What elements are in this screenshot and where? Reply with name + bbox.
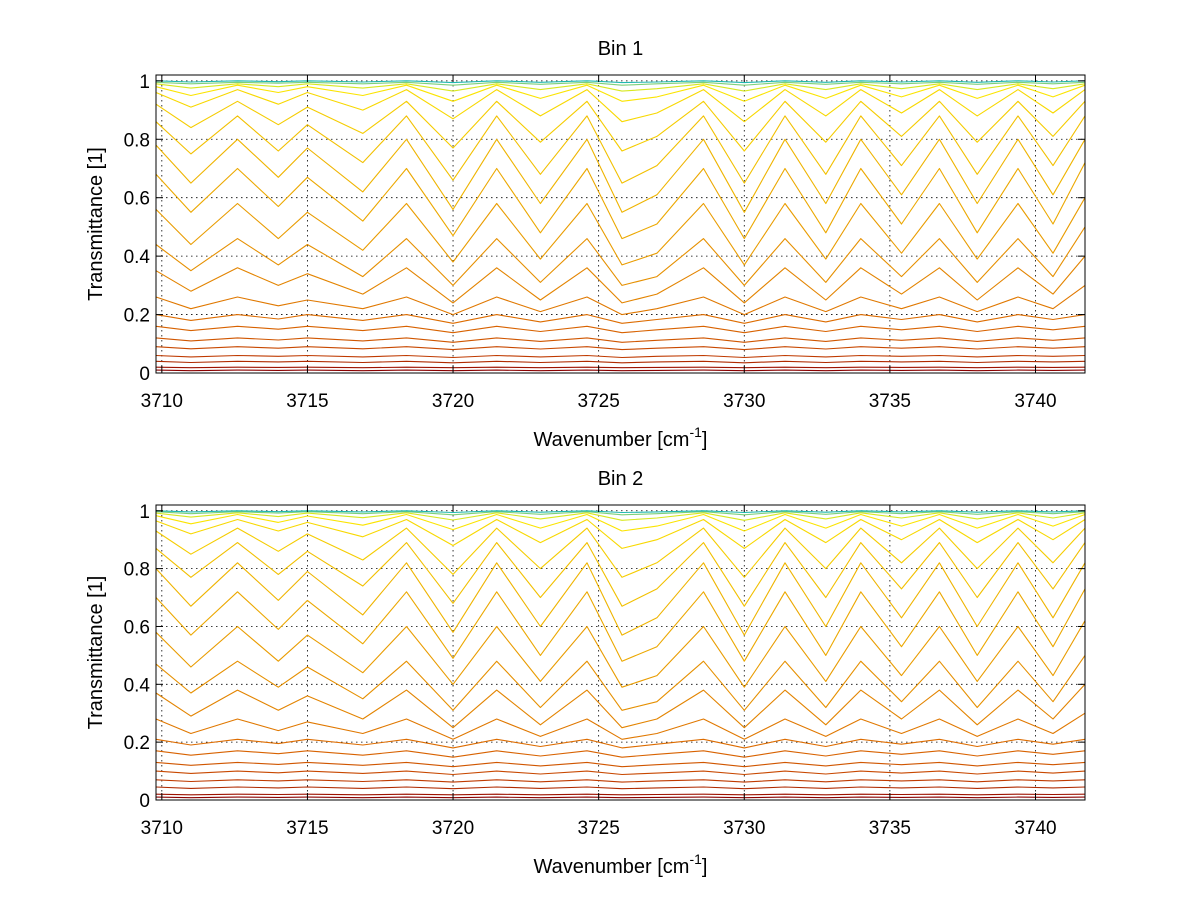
- series-line-12: [155, 197, 1086, 266]
- series-line-21: [155, 80, 1086, 84]
- y-tick-label: 0.8: [124, 560, 150, 581]
- y-tick-label: 0.6: [124, 617, 150, 638]
- y-tick-label: 1: [139, 502, 150, 523]
- y-axis-label: Transmittance [1]: [85, 576, 107, 730]
- x-axis-label: Wavenumber [cm-1]: [534, 851, 708, 878]
- series-line-20: [155, 81, 1086, 86]
- chart-title: Bin 1: [598, 38, 644, 60]
- series-line-4: [155, 779, 1086, 783]
- x-tick-label: 3720: [432, 818, 474, 839]
- y-tick-label: 0.2: [124, 306, 150, 327]
- series-line-10: [155, 683, 1086, 729]
- series-line-8: [155, 738, 1086, 749]
- series-line-16: [155, 100, 1086, 152]
- x-tick-label: 3740: [1014, 391, 1056, 412]
- series-line-13: [155, 162, 1086, 240]
- series-line-18: [155, 513, 1086, 532]
- y-axis-label: Transmittance [1]: [85, 147, 107, 301]
- series-line-19: [155, 83, 1086, 92]
- series-line-20: [155, 511, 1086, 516]
- axes-box: [155, 504, 1086, 801]
- series-line-1: [155, 369, 1086, 372]
- series-line-9: [155, 712, 1086, 740]
- series-group: [155, 510, 1086, 799]
- x-tick-label: 3730: [723, 818, 765, 839]
- panel-2: 3710 3715 3720 3725 3730 3735 3740 0 0.2 0.4 0.6 0.…: [85, 468, 1086, 878]
- series-line-14: [155, 138, 1086, 213]
- x-tick-label: 3735: [869, 818, 911, 839]
- series-line-15: [155, 542, 1086, 607]
- series-line-14: [155, 562, 1086, 636]
- x-tick-label: 3710: [141, 818, 183, 839]
- series-line-7: [155, 325, 1086, 334]
- series-line-16: [155, 527, 1086, 578]
- series-line-2: [155, 366, 1086, 369]
- x-tick-label: 3715: [286, 818, 328, 839]
- series-line-17: [155, 89, 1086, 123]
- x-tick-label: 3730: [723, 391, 765, 412]
- series-line-2: [155, 793, 1086, 796]
- y-tick-label: 1: [139, 72, 150, 93]
- y-tick-label: 0: [139, 791, 150, 812]
- series-line-9: [155, 284, 1086, 316]
- series-line-12: [155, 620, 1086, 688]
- x-tick-label: 3720: [432, 391, 474, 412]
- series-line-17: [155, 518, 1086, 549]
- series-line-11: [155, 226, 1086, 286]
- x-tick-label: 3725: [578, 818, 620, 839]
- series-line-13: [155, 588, 1086, 662]
- x-tick-label: 3725: [578, 391, 620, 412]
- series-group: [155, 80, 1086, 372]
- y-tick-label: 0.4: [124, 247, 151, 268]
- series-line-4: [155, 354, 1086, 359]
- x-axis-label: Wavenumber [cm-1]: [534, 424, 708, 451]
- chart-title: Bin 2: [598, 468, 644, 490]
- x-tick-label: 3710: [141, 391, 183, 412]
- series-line-5: [155, 770, 1086, 776]
- y-tick-label: 0.8: [124, 130, 150, 151]
- series-line-5: [155, 346, 1086, 351]
- series-line-19: [155, 512, 1086, 521]
- series-line-11: [155, 655, 1086, 711]
- x-tick-label: 3735: [869, 391, 911, 412]
- series-line-15: [155, 115, 1086, 184]
- panel-1: 3710 3715 3720 3725 3730 3735 3740 0 0.2 0.4 0.6 0.…: [85, 38, 1086, 451]
- grid: [156, 505, 1085, 801]
- axes-box: [155, 74, 1086, 374]
- y-tick-label: 0.4: [124, 675, 151, 696]
- y-tick-label: 0: [139, 364, 150, 385]
- series-line-6: [155, 337, 1086, 343]
- x-tick-label: 3715: [286, 391, 328, 412]
- y-tick-label: 0.6: [124, 189, 150, 210]
- series-line-21: [155, 510, 1086, 514]
- series-line-7: [155, 750, 1086, 758]
- series-line-3: [155, 786, 1086, 790]
- series-line-3: [155, 360, 1086, 364]
- series-line-6: [155, 761, 1086, 768]
- x-tick-label: 3740: [1014, 818, 1056, 839]
- y-tick-label: 0.2: [124, 733, 150, 754]
- series-line-1: [155, 796, 1086, 799]
- series-line-18: [155, 84, 1086, 102]
- series-line-10: [155, 255, 1086, 304]
- series-line-8: [155, 314, 1086, 324]
